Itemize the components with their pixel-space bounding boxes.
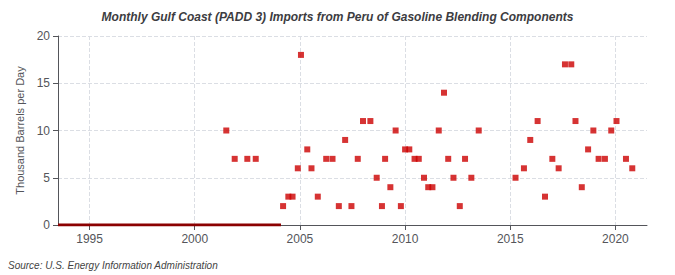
svg-text:1995: 1995: [76, 232, 103, 246]
svg-text:2005: 2005: [287, 232, 314, 246]
svg-text:5: 5: [43, 171, 50, 185]
svg-text:Source: U.S. Energy Informatio: Source: U.S. Energy Information Administ…: [8, 260, 218, 271]
svg-text:2010: 2010: [392, 232, 419, 246]
svg-text:Thousand Barrels per Day: Thousand Barrels per Day: [14, 66, 26, 195]
svg-text:2020: 2020: [602, 232, 629, 246]
svg-text:0: 0: [43, 218, 50, 232]
svg-text:2015: 2015: [497, 232, 524, 246]
svg-text:20: 20: [37, 29, 51, 43]
svg-text:10: 10: [37, 124, 51, 138]
svg-text:Monthly Gulf Coast (PADD 3) Im: Monthly Gulf Coast (PADD 3) Imports from…: [102, 10, 574, 24]
svg-text:2000: 2000: [181, 232, 208, 246]
svg-text:15: 15: [37, 76, 51, 90]
